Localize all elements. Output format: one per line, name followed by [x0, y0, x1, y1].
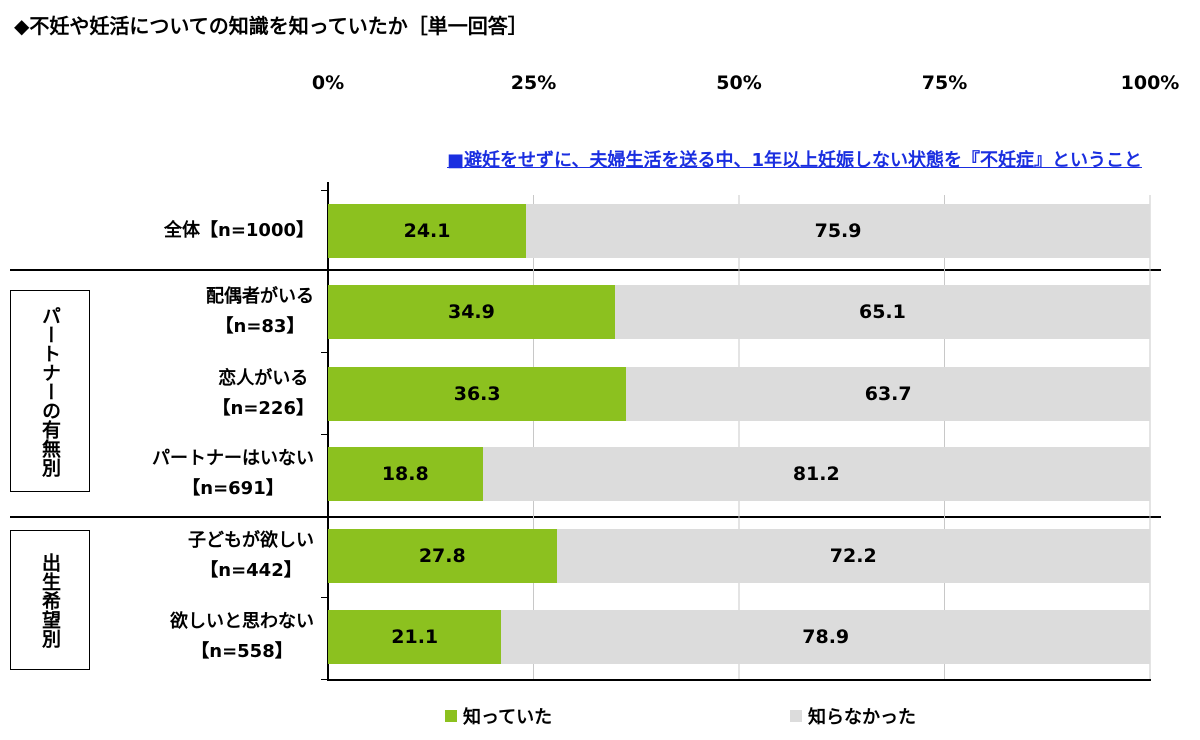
- y-axis-tick: [321, 190, 328, 191]
- legend-swatch-unknown: [790, 710, 802, 722]
- legend-unknown: 知らなかった: [790, 703, 916, 729]
- chart-subtitle: ■避妊をせずに、夫婦生活を送る中、1年以上妊娠しない状態を『不妊症』ということ: [447, 150, 1142, 171]
- bar-unknown: 75.9: [526, 204, 1150, 258]
- row-label: 配偶者がいる 【n=83】: [206, 282, 314, 342]
- x-tick-label: 50%: [716, 72, 762, 94]
- x-axis-line: [327, 679, 1151, 681]
- group-separator: [10, 269, 1161, 271]
- y-axis-tick: [321, 352, 328, 353]
- bar-value-label: 75.9: [814, 220, 862, 242]
- bar-unknown: 65.1: [614, 285, 1150, 339]
- bar-known: 24.1: [328, 204, 527, 258]
- row-label-name: 恋人がいる: [218, 368, 309, 389]
- x-tick-label: 100%: [1120, 72, 1180, 94]
- row-label-count: 【n=558】: [191, 641, 293, 662]
- bar-value-label: 65.1: [858, 301, 906, 323]
- x-tick-label: 0%: [311, 72, 345, 94]
- row-label-name: 配偶者がいる: [206, 286, 314, 307]
- group-box-partner: パートナーの有無別: [10, 290, 90, 492]
- row-label: 子どもが欲しい 【n=442】: [188, 526, 314, 586]
- bar-known: 18.8: [328, 447, 483, 501]
- bar-value-label: 18.8: [381, 463, 429, 485]
- group-label-partner: パートナーの有無別: [39, 305, 61, 477]
- row-label-count: 【n=226】: [212, 398, 314, 419]
- legend-known: 知っていた: [445, 703, 552, 729]
- y-axis-tick: [321, 679, 328, 680]
- bar-unknown: 63.7: [626, 367, 1150, 421]
- chart-title: ◆不妊や妊活についての知識を知っていたか［単一回答］: [14, 14, 528, 38]
- bar-known: 27.8: [328, 529, 557, 583]
- bar-value-label: 21.1: [391, 626, 439, 648]
- group-label-childwish: 出生希望別: [39, 552, 61, 648]
- bar-value-label: 81.2: [792, 463, 840, 485]
- row-label-name: 子どもが欲しい: [188, 530, 314, 551]
- bar-value-label: 34.9: [447, 301, 495, 323]
- legend-swatch-known: [445, 710, 457, 722]
- bar-value-label: 27.8: [418, 545, 466, 567]
- bar-value-label: 72.2: [829, 545, 877, 567]
- row-label: パートナーはいない 【n=691】: [152, 444, 314, 504]
- y-axis-line: [327, 182, 329, 680]
- row-label-count: 【n=442】: [200, 560, 302, 581]
- group-box-childwish: 出生希望別: [10, 530, 90, 670]
- row-label-count: 【n=83】: [215, 316, 305, 337]
- bar-value-label: 63.7: [864, 383, 912, 405]
- row-label: 恋人がいる【n=226】: [213, 364, 314, 424]
- bar-value-label: 78.9: [802, 626, 850, 648]
- row-label-name: 全体【n=1000】: [164, 220, 314, 241]
- x-tick-label: 25%: [510, 72, 557, 94]
- y-axis-tick: [321, 597, 328, 598]
- legend-label-known: 知っていた: [463, 707, 553, 728]
- y-axis-tick: [321, 270, 328, 271]
- row-label-name: 欲しいと思わない: [170, 611, 314, 632]
- bar-known: 34.9: [328, 285, 615, 339]
- x-tick-label: 75%: [921, 72, 968, 94]
- bar-value-label: 36.3: [453, 383, 501, 405]
- group-separator: [10, 516, 1161, 518]
- bar-unknown: 81.2: [482, 447, 1150, 501]
- row-label-name: パートナーはいない: [152, 448, 314, 469]
- row-label-count: 【n=691】: [182, 478, 284, 499]
- bar-known: 36.3: [328, 367, 627, 421]
- row-label: 欲しいと思わない 【n=558】: [170, 607, 314, 667]
- bar-value-label: 24.1: [403, 220, 451, 242]
- legend-label-unknown: 知らなかった: [808, 707, 916, 728]
- bar-known: 21.1: [328, 610, 502, 664]
- y-axis-tick: [321, 434, 328, 435]
- bar-unknown: 72.2: [556, 529, 1150, 583]
- bar-unknown: 78.9: [501, 610, 1150, 664]
- row-label: 全体【n=1000】: [164, 216, 314, 246]
